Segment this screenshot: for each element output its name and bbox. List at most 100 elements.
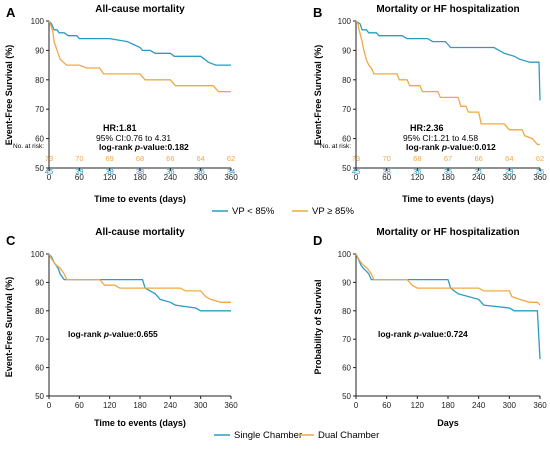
p-value: -value:0.182 [140, 142, 189, 152]
x-tick-label: 60 [75, 401, 84, 410]
risk-count: 38 [382, 167, 390, 176]
y-tick-label: 100 [31, 250, 45, 259]
risk-count: 45 [45, 167, 53, 176]
x-axis-label: Time to events (days) [94, 194, 186, 204]
y-tick-label: 100 [31, 17, 45, 26]
risk-count: 36 [196, 167, 204, 176]
survival-curve-blue [48, 20, 231, 66]
survival-curve-orange [355, 20, 540, 146]
x-tick-label: 360 [224, 401, 238, 410]
y-tick-label: 70 [342, 105, 351, 114]
risk-count: 62 [227, 154, 235, 163]
risk-count: 35 [444, 167, 452, 176]
risk-count: 70 [75, 154, 83, 163]
log-rank-p-value: log-rank p-value:0.012 [406, 142, 496, 152]
risk-count: 73 [45, 154, 53, 163]
risk-count: 64 [196, 154, 204, 163]
risk-count: 69 [105, 154, 113, 163]
y-tick-label: 70 [342, 335, 351, 344]
panel-letter: A [6, 5, 16, 20]
x-tick-label: 60 [75, 173, 84, 182]
y-tick-label: 100 [338, 250, 352, 259]
risk-count: 67 [444, 154, 452, 163]
x-axis-label: Days [437, 418, 459, 428]
hazard-ratio: HR:2.36 [410, 123, 444, 133]
y-tick-label: 70 [35, 335, 44, 344]
y-axis-label: Probability of Survival [313, 279, 323, 374]
y-tick-label: 60 [35, 135, 44, 144]
survival-curve-blue [355, 20, 541, 101]
p-italic: p [441, 142, 447, 152]
risk-count: 38 [136, 167, 144, 176]
x-tick-label: 180 [133, 401, 147, 410]
y-tick-label: 70 [35, 105, 44, 114]
panel-letter: B [313, 5, 322, 20]
x-tick-label: 120 [411, 401, 425, 410]
p-value: -value:0.655 [109, 329, 158, 339]
x-tick-label: 360 [224, 173, 238, 182]
risk-count: 31 [474, 167, 482, 176]
log-rank-p-value: log-rank p-value:0.655 [68, 329, 158, 339]
risk-count: 62 [536, 154, 544, 163]
x-tick-label: 120 [103, 401, 117, 410]
panel-letter: C [6, 233, 16, 248]
legend-label: Dual Chamber [318, 430, 379, 441]
risk-count: 45 [352, 167, 360, 176]
risk-count: 66 [474, 154, 482, 163]
survival-curve-orange [48, 253, 231, 303]
panel-letter: D [313, 233, 322, 248]
risk-count: 68 [413, 154, 421, 163]
y-tick-label: 50 [342, 392, 351, 401]
y-tick-label: 50 [342, 164, 351, 173]
log-rank-p-value: log-rank p-value:0.182 [99, 142, 189, 152]
log-rank-prefix: log-rank [406, 142, 442, 152]
risk-count: 29 [505, 167, 513, 176]
x-tick-label: 120 [411, 173, 425, 182]
risk-count: 34 [227, 167, 235, 176]
risk-count: 66 [166, 154, 174, 163]
log-rank-prefix: log-rank [378, 329, 414, 339]
confidence-interval: 95% CI:1.21 to 4.58 [403, 133, 478, 143]
y-axis-label: Event-Free Survival (%) [4, 277, 14, 378]
survival-curve-orange [48, 20, 231, 93]
legend-label: VP ≥ 85% [312, 206, 355, 217]
x-tick-label: 180 [441, 173, 455, 182]
chart-title: Mortality or HF hospitalization [376, 227, 519, 238]
x-tick-label: 300 [503, 401, 517, 410]
x-tick-label: 0 [354, 401, 359, 410]
x-tick-label: 0 [354, 173, 359, 182]
x-tick-label: 60 [382, 401, 391, 410]
x-axis-label: Time to events (days) [94, 418, 186, 428]
survival-curve-blue [48, 253, 231, 312]
p-value: -value:0.724 [419, 329, 468, 339]
x-tick-label: 300 [194, 173, 208, 182]
risk-count: 70 [382, 154, 390, 163]
x-tick-label: 300 [503, 173, 517, 182]
log-rank-prefix: log-rank [68, 329, 104, 339]
risk-count: 73 [352, 154, 360, 163]
x-tick-label: 0 [47, 173, 52, 182]
risk-count: 38 [105, 167, 113, 176]
risk-table-title: No. at risk: [13, 143, 44, 150]
p-value: -value:0.012 [447, 142, 496, 152]
y-tick-label: 80 [35, 307, 44, 316]
confidence-interval: 95% CI:0.76 to 4.31 [96, 133, 171, 143]
survival-curve-orange [355, 253, 541, 306]
y-axis-label: Event-Free Survival (%) [313, 45, 323, 146]
y-axis-label: Event-Free Survival (%) [4, 45, 14, 146]
x-tick-label: 0 [47, 401, 52, 410]
x-tick-label: 240 [164, 173, 178, 182]
log-rank-p-value: log-rank p-value:0.724 [378, 329, 468, 339]
x-tick-label: 300 [194, 401, 208, 410]
x-tick-label: 360 [533, 401, 547, 410]
risk-count: 64 [505, 154, 513, 163]
y-tick-label: 90 [35, 278, 44, 287]
risk-count: 68 [136, 154, 144, 163]
x-tick-label: 240 [472, 401, 486, 410]
x-tick-label: 240 [164, 401, 178, 410]
y-tick-label: 60 [342, 364, 351, 373]
survival-curve-blue [355, 253, 541, 360]
risk-count: 36 [413, 167, 421, 176]
